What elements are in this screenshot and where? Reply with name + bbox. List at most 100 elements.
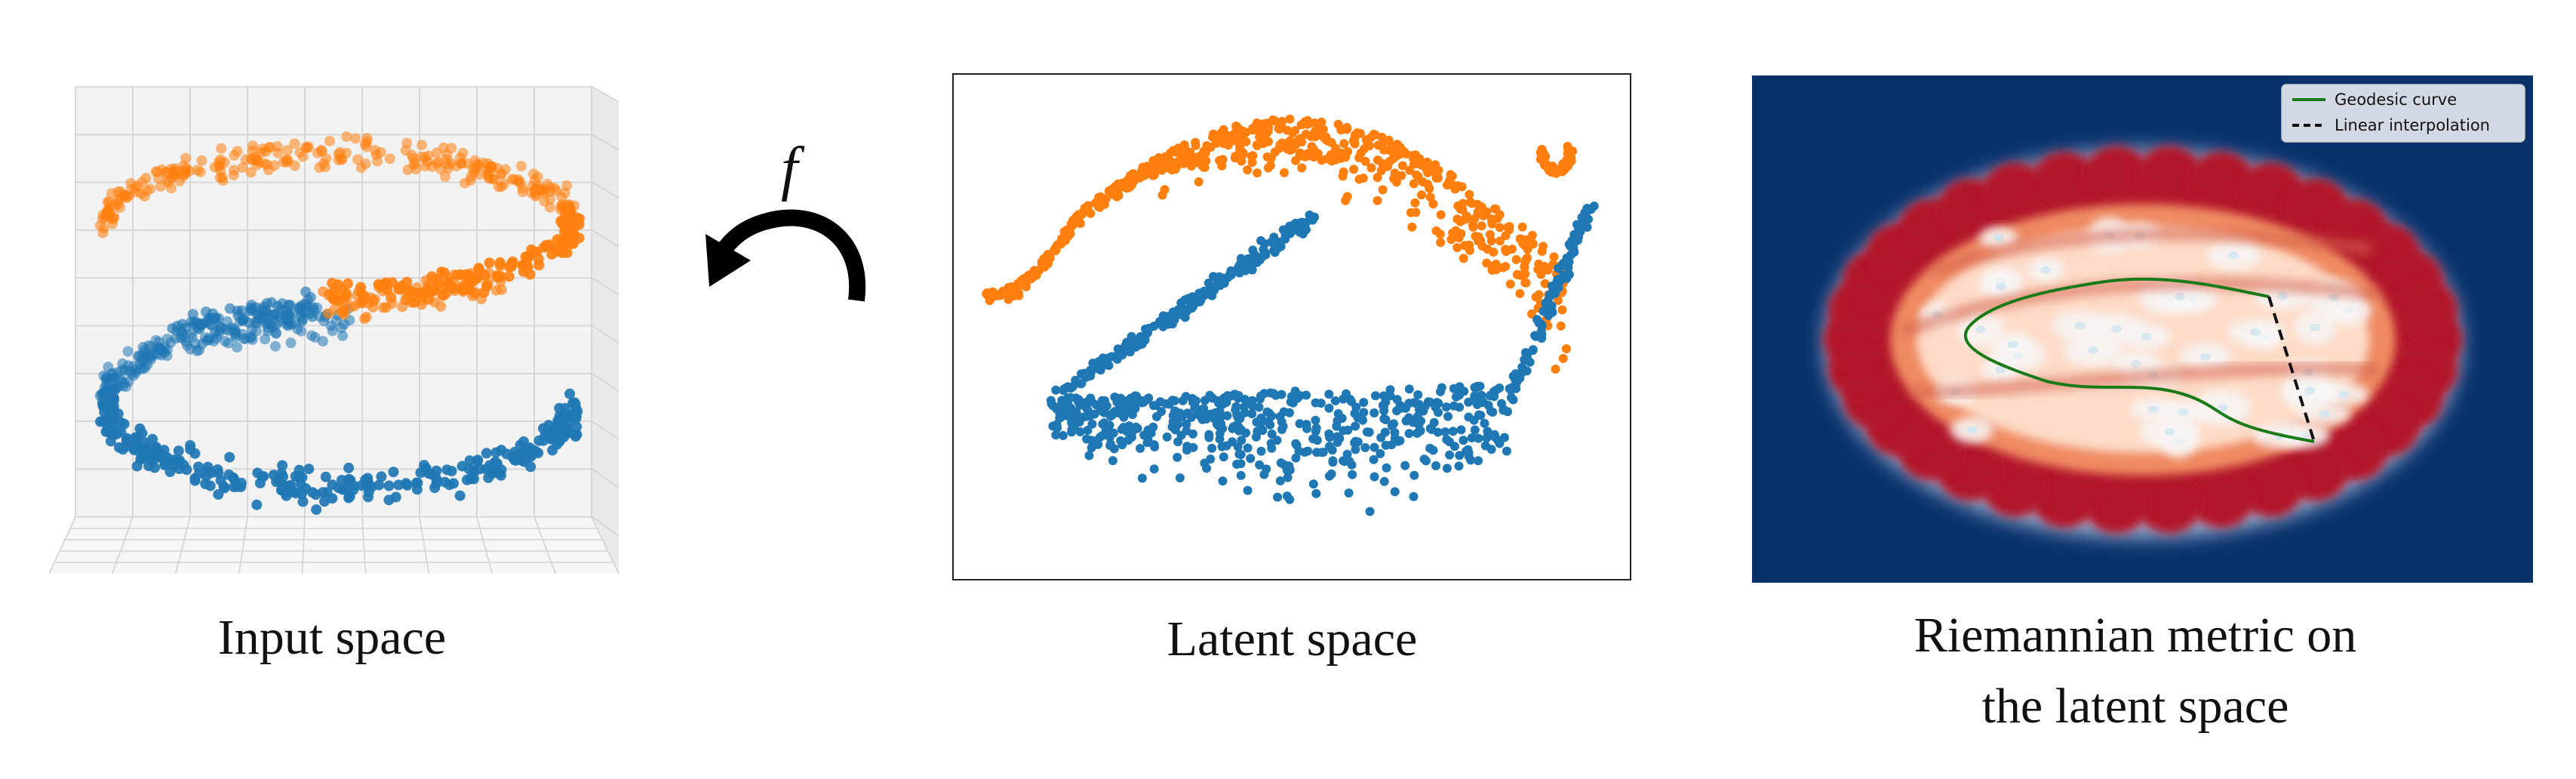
blue-point xyxy=(319,496,330,507)
orange-point xyxy=(1018,277,1028,287)
orange-point xyxy=(352,154,363,165)
blue-point xyxy=(1485,391,1495,401)
grid-line xyxy=(592,86,619,103)
blue-point xyxy=(1390,433,1400,443)
blue-point xyxy=(1112,354,1122,364)
orange-point xyxy=(361,311,372,322)
orange-point xyxy=(409,297,420,308)
blue-point xyxy=(1311,415,1320,425)
blue-point xyxy=(307,302,318,313)
blue-point xyxy=(224,303,235,314)
blue-point xyxy=(1359,398,1369,408)
blue-point xyxy=(115,417,127,428)
orange-point xyxy=(1482,207,1492,217)
blue-point xyxy=(1572,220,1582,229)
blue-point xyxy=(1312,448,1321,457)
blue-point xyxy=(1563,269,1573,279)
blue-point xyxy=(285,480,297,491)
blue-point xyxy=(115,426,126,437)
grid-line xyxy=(592,134,619,151)
blue-point xyxy=(1285,408,1294,417)
orange-point xyxy=(1505,222,1514,232)
blue-point xyxy=(1207,443,1217,453)
orange-point xyxy=(1406,208,1416,217)
orange-point xyxy=(1476,236,1486,245)
latent-space-caption: Latent space xyxy=(1056,604,1528,675)
metric-spot-core xyxy=(1995,365,2006,374)
blue-point xyxy=(1582,223,1592,232)
blue-point xyxy=(1324,390,1334,399)
blue-point xyxy=(490,447,502,458)
blue-point xyxy=(173,445,184,457)
blue-point xyxy=(383,480,395,491)
blue-point xyxy=(570,431,581,442)
orange-point xyxy=(281,145,293,156)
metric-rim-lobe xyxy=(2136,145,2203,206)
orange-point xyxy=(1516,270,1526,280)
orange-point xyxy=(517,183,528,194)
orange-point xyxy=(481,279,493,291)
orange-point xyxy=(1291,155,1301,165)
blue-point xyxy=(193,461,204,473)
orange-point xyxy=(533,254,544,265)
blue-point xyxy=(1416,426,1425,436)
blue-point xyxy=(1351,421,1360,431)
orange-point xyxy=(1456,229,1466,239)
orange-point xyxy=(320,162,331,173)
orange-point xyxy=(515,161,527,172)
blue-point xyxy=(448,478,460,489)
arrow-label-f: f xyxy=(781,136,805,202)
orange-point xyxy=(1492,214,1502,223)
blue-point xyxy=(1051,430,1061,440)
blue-point xyxy=(1187,412,1196,422)
orange-point xyxy=(1071,212,1081,222)
orange-point xyxy=(1329,148,1339,157)
orange-point xyxy=(118,189,130,201)
blue-point xyxy=(1502,446,1511,456)
orange-point xyxy=(1431,226,1441,236)
blue-point xyxy=(1537,329,1547,339)
blue-point xyxy=(1437,383,1446,393)
blue-point xyxy=(1149,464,1159,474)
blue-point xyxy=(180,336,192,347)
blue-point xyxy=(169,454,180,466)
blue-point xyxy=(1248,245,1258,255)
blue-point xyxy=(1256,446,1266,456)
blue-point xyxy=(1087,419,1097,429)
blue-point xyxy=(1255,460,1265,470)
orange-point xyxy=(145,183,156,195)
orange-point xyxy=(302,143,313,154)
blue-point xyxy=(1281,229,1291,239)
orange-point xyxy=(509,174,520,185)
blue-point xyxy=(150,442,161,453)
orange-point xyxy=(384,153,395,165)
blue-point xyxy=(472,456,483,466)
blue-point xyxy=(1379,476,1389,486)
blue-point xyxy=(262,317,273,328)
blue-point xyxy=(1382,392,1392,402)
blue-point xyxy=(204,334,215,346)
blue-point xyxy=(1448,426,1458,436)
orange-point xyxy=(446,143,457,154)
blue-point xyxy=(121,441,132,452)
blue-point xyxy=(1180,313,1190,322)
blue-point xyxy=(1328,457,1338,467)
blue-point xyxy=(1413,390,1423,399)
blue-point xyxy=(1247,409,1257,419)
blue-point xyxy=(306,330,317,341)
blue-point xyxy=(266,309,278,321)
orange-point xyxy=(1405,165,1415,175)
blue-point xyxy=(538,423,549,434)
orange-point xyxy=(1554,296,1563,305)
blue-point xyxy=(98,370,109,381)
orange-point xyxy=(401,276,413,288)
blue-point xyxy=(277,460,288,471)
orange-point xyxy=(1003,286,1013,296)
orange-point xyxy=(1558,353,1568,363)
metric-spot-core xyxy=(2111,325,2123,333)
orange-point xyxy=(467,291,478,301)
blue-point xyxy=(1179,304,1188,314)
orange-point xyxy=(1174,146,1184,156)
orange-point xyxy=(350,133,361,144)
blue-point xyxy=(307,487,318,498)
